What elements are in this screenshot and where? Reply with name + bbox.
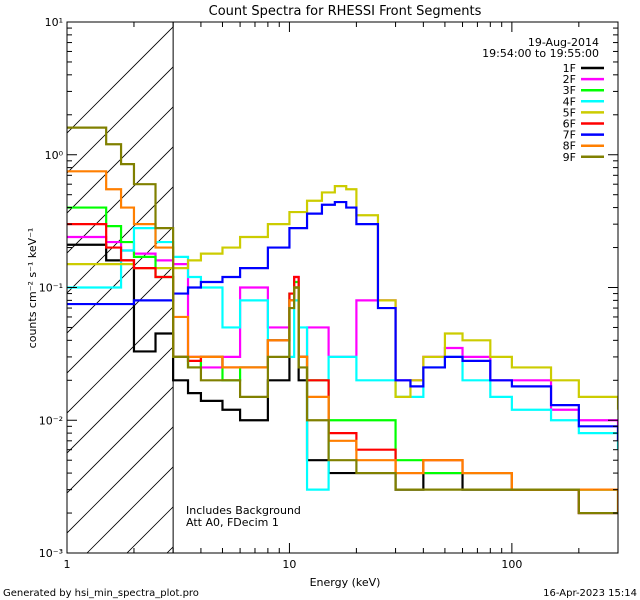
x-tick-label: 100 xyxy=(501,558,522,571)
hatch-lines xyxy=(67,26,174,553)
time-range-label: 19:54:00 to 19:55:00 xyxy=(482,47,599,60)
x-axis-label: Energy (keV) xyxy=(310,576,381,589)
y-tick-label: 10¹ xyxy=(45,16,63,29)
series-7F-line xyxy=(67,200,618,441)
footer-timestamp: 16-Apr-2023 15:14 xyxy=(543,588,637,599)
footer-generated-by: Generated by hsi_min_spectra_plot.pro xyxy=(3,588,199,599)
legend-label-3F: 3F xyxy=(563,84,576,97)
y-tick-label: 10⁻² xyxy=(39,414,63,427)
legend-label-8F: 8F xyxy=(563,140,576,153)
x-tick-label: 1 xyxy=(64,558,71,571)
date-label: 19-Aug-2014 xyxy=(528,36,599,49)
y-tick-label: 10⁰ xyxy=(45,149,64,162)
annotation-background: Includes Background xyxy=(186,504,301,517)
series-1F-line xyxy=(67,243,618,515)
annotation-attenuator: Att A0, FDecim 1 xyxy=(186,516,279,529)
x-axis-ticks: 1 10 100 xyxy=(64,22,619,571)
legend-label-4F: 4F xyxy=(563,95,576,108)
legend-label-5F: 5F xyxy=(563,106,576,119)
y-axis-label: counts cm⁻² s⁻¹ keV⁻¹ xyxy=(26,228,39,349)
y-tick-label: 10⁻³ xyxy=(39,547,63,560)
legend-label-2F: 2F xyxy=(563,73,576,86)
series-6F-line xyxy=(67,223,618,515)
legend-label-9F: 9F xyxy=(563,151,576,164)
y-axis-ticks: 10⁻³ 10⁻² 10⁻¹ 10⁰ 10¹ xyxy=(39,16,618,560)
y-tick-label: 10⁻¹ xyxy=(39,282,63,295)
series-5F-line xyxy=(67,185,618,410)
series-8F-line xyxy=(67,170,618,514)
legend-label-6F: 6F xyxy=(563,118,576,131)
legend-label-1F: 1F xyxy=(563,62,576,75)
legend-label-7F: 7F xyxy=(563,129,576,142)
series-9F-line xyxy=(67,126,618,515)
chart-title: Count Spectra for RHESSI Front Segments xyxy=(209,4,482,19)
x-tick-label: 10 xyxy=(282,558,296,571)
series-layer xyxy=(67,126,618,515)
